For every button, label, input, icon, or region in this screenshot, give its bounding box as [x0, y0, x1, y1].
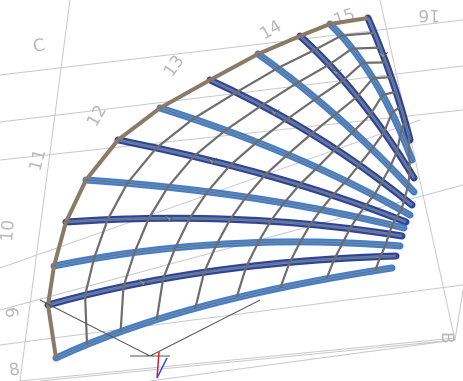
rib-member [47, 255, 397, 306]
ring-member [83, 31, 375, 345]
node-joint [164, 214, 175, 222]
rib-member [65, 217, 403, 237]
grid-label-c: C [31, 35, 46, 57]
axis-triad [156, 351, 168, 379]
grid-label-16: 16 [418, 5, 440, 25]
outer-chord [45, 16, 369, 359]
rib-member [55, 267, 393, 359]
axis-y-line [156, 357, 168, 379]
rib-member [209, 79, 413, 206]
ring-member [119, 46, 381, 332]
rib-band [156, 104, 414, 219]
rib-member [53, 241, 401, 267]
brace-line [149, 299, 261, 357]
grid-label-11: 11 [26, 147, 51, 173]
brace-line [39, 299, 151, 357]
node-joint [269, 108, 280, 116]
rib-member [117, 139, 407, 223]
grid-label-12: 12 [83, 102, 111, 131]
grid-label-13: 13 [160, 52, 189, 81]
rib-highlight [159, 106, 411, 217]
rib-member [257, 53, 415, 193]
node-joint [206, 157, 218, 165]
ring-member [155, 61, 386, 320]
rib-band [44, 252, 400, 309]
grid-label-9: 9 [3, 306, 24, 319]
grid-label-8: 8 [7, 359, 21, 381]
rib-member [159, 107, 411, 216]
grid-label-b: B [437, 332, 457, 344]
ring-member [194, 76, 392, 309]
grid-label-14: 14 [257, 16, 286, 44]
axis-x-line [156, 351, 160, 379]
node-joint [137, 279, 149, 286]
rib-member [329, 23, 413, 161]
node-joint [331, 69, 342, 76]
node-joint [377, 51, 389, 59]
ring-member [235, 90, 397, 299]
ring-member [325, 120, 406, 280]
rib-highlight [47, 254, 397, 307]
ring-member [279, 105, 402, 289]
grid-label-10: 10 [0, 219, 19, 242]
rib-band [50, 238, 404, 270]
rib-member [367, 17, 411, 141]
rib-member [85, 179, 405, 229]
curved-frame-structure [39, 14, 418, 362]
rib-member [299, 35, 415, 179]
ring-member [374, 135, 411, 271]
